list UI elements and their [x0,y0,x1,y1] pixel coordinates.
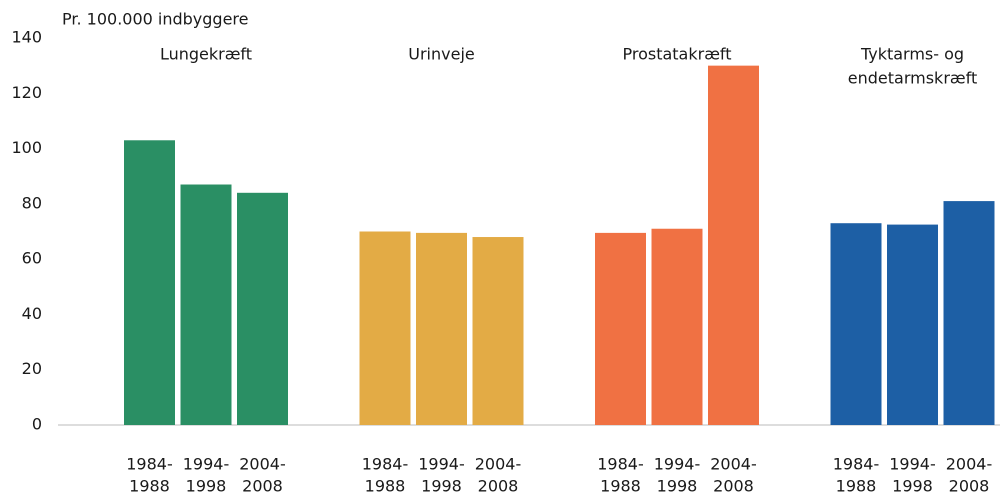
group-label: Lungekræft [160,45,252,64]
x-tick-label: 1988 [365,477,406,492]
x-tick-label: 1984- [126,455,173,474]
bar [472,237,524,425]
x-tick-label: 1984- [362,455,409,474]
x-tick-label: 1998 [892,477,933,492]
y-tick-label: 120 [11,83,42,102]
y-tick-label: 60 [22,249,42,268]
x-tick-label: 1984- [833,455,880,474]
bar [237,192,288,425]
group-label: Urinveje [408,45,474,64]
x-tick-label: 1994- [654,455,701,474]
x-tick-label: 2004- [946,455,993,474]
x-tick-label: 2004- [710,455,757,474]
y-tick-label: 100 [11,138,42,157]
y-tick-label: 140 [11,28,42,47]
y-tick-label: 40 [22,304,42,323]
y-tick-label: 80 [22,193,42,212]
x-tick-label: 1998 [657,477,698,492]
x-tick-label: 1994- [889,455,936,474]
x-tick-label: 1994- [418,455,465,474]
x-tick-label: 2004- [239,455,286,474]
x-tick-label: 1988 [129,477,170,492]
bar [124,140,175,425]
x-tick-label: 1998 [421,477,462,492]
x-tick-label: 2004- [475,455,522,474]
group-label: endetarmskræft [848,69,977,88]
x-tick-label: 2008 [242,477,283,492]
bar [180,184,232,425]
group-label: Tyktarms- og [860,45,964,64]
bar [651,228,703,425]
bar [830,223,882,425]
x-tick-label: 1998 [186,477,227,492]
bar [416,232,467,425]
bar [595,232,646,425]
x-tick-label: 1988 [836,477,877,492]
group-label: Prostatakræft [622,45,731,64]
x-tick-label: 2008 [949,477,990,492]
y-tick-label: 20 [22,359,42,378]
bar [359,231,411,425]
bar [943,201,995,425]
x-tick-label: 1984- [597,455,644,474]
x-tick-label: 1988 [600,477,641,492]
y-axis-label: Pr. 100.000 indbyggere [62,10,249,29]
bar [887,224,938,425]
x-tick-label: 1994- [183,455,230,474]
x-tick-label: 2008 [478,477,519,492]
x-tick-label: 2008 [713,477,754,492]
bar [708,65,759,426]
y-tick-label: 0 [32,415,42,434]
